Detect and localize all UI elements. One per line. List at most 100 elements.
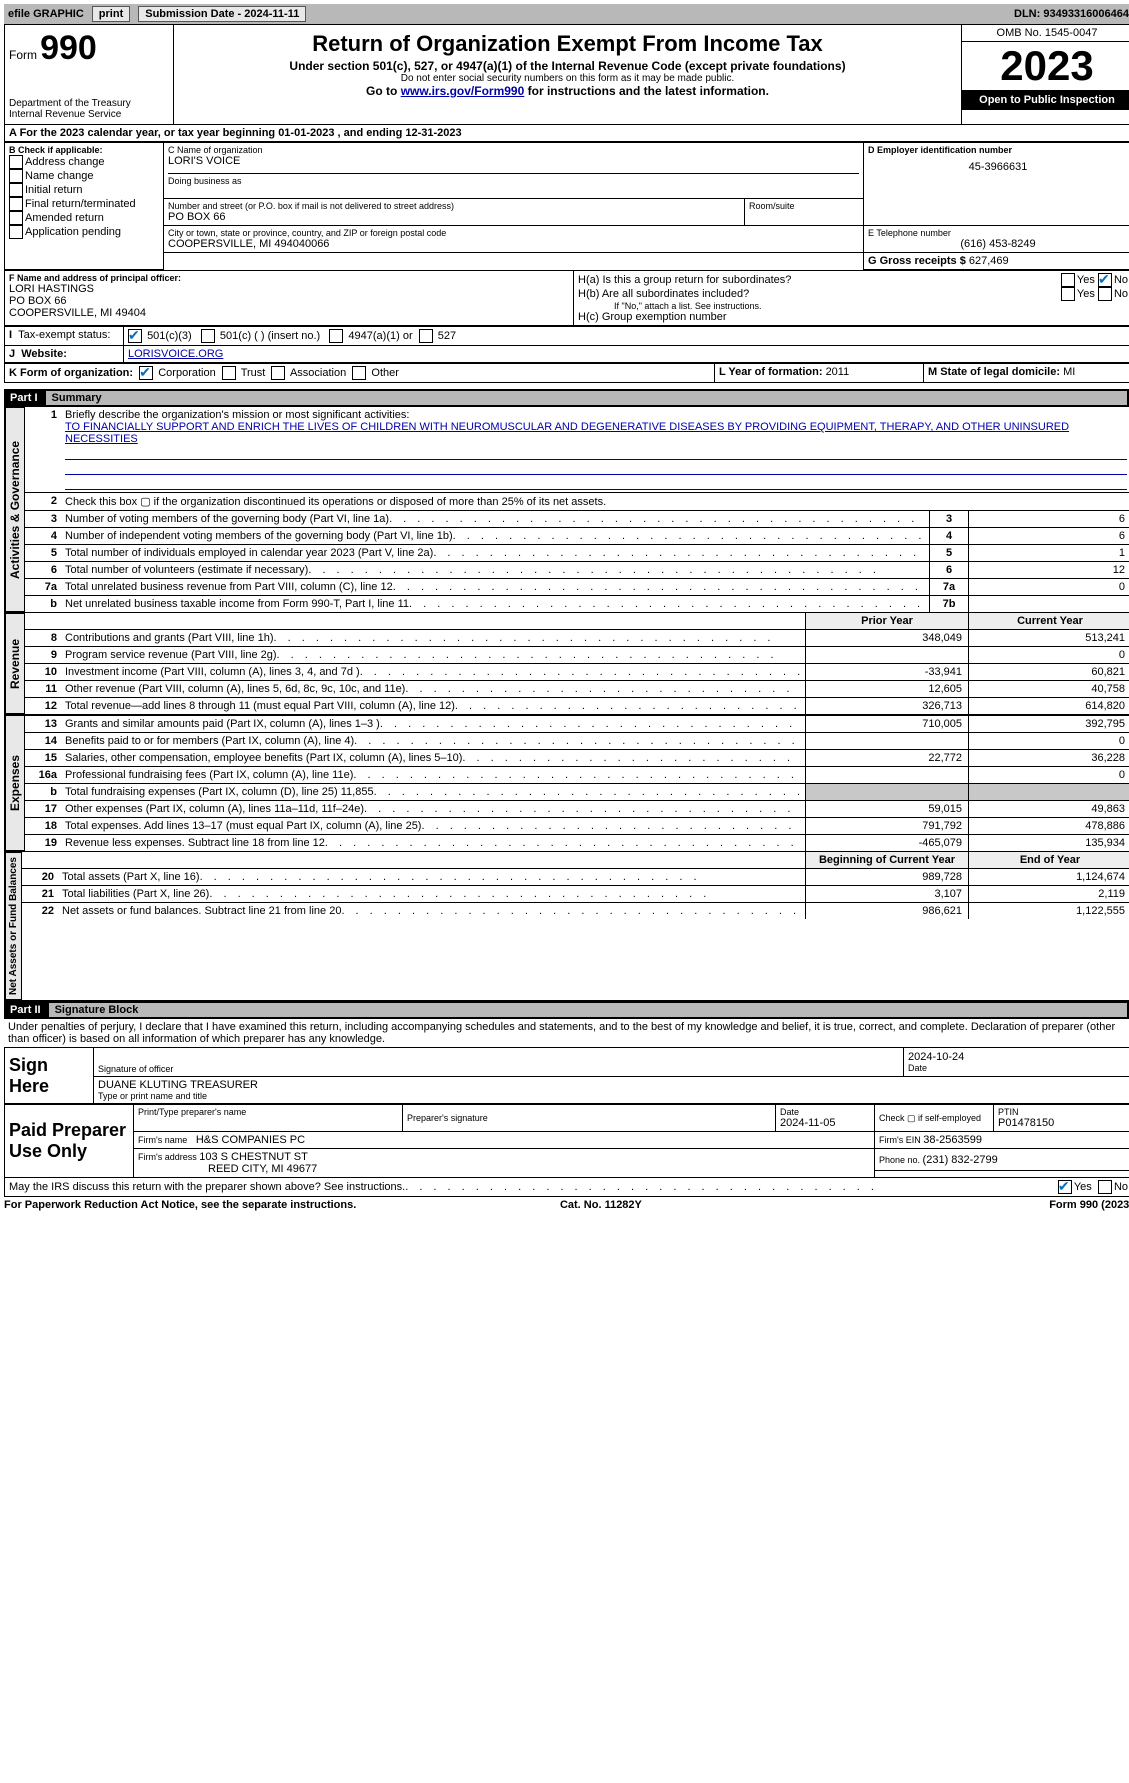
box-c-name-lbl: C Name of organization	[168, 145, 859, 155]
ein-value: 45-3966631	[868, 155, 1128, 179]
firm-phone: (231) 832-2799	[923, 1154, 998, 1166]
corp-label: Corporation	[158, 367, 215, 379]
prep-date-lbl: Date	[780, 1107, 870, 1117]
goto-pre: Go to	[366, 84, 401, 98]
name-change-checkbox[interactable]	[9, 169, 23, 183]
website-link[interactable]: LORISVOICE.ORG	[128, 348, 223, 360]
corp-checkbox[interactable]	[139, 366, 153, 380]
footer-left: For Paperwork Reduction Act Notice, see …	[4, 1199, 356, 1211]
initial-return-checkbox[interactable]	[9, 183, 23, 197]
phone-value: (616) 453-8249	[868, 238, 1128, 250]
officer-name: LORI HASTINGS	[9, 283, 569, 295]
street-lbl: Number and street (or P.O. box if mail i…	[168, 201, 740, 211]
line-a: A For the 2023 calendar year, or tax yea…	[4, 125, 1129, 142]
self-emp-lbl: Check ▢ if self-employed	[879, 1113, 989, 1124]
ssn-note: Do not enter social security numbers on …	[182, 73, 953, 84]
box-b-title: B Check if applicable:	[9, 145, 159, 155]
final-return-checkbox[interactable]	[9, 197, 23, 211]
firm-addr2: REED CITY, MI 49677	[138, 1163, 870, 1175]
trust-label: Trust	[241, 367, 266, 379]
box-j-lbl: Website:	[21, 348, 67, 360]
submission-date: Submission Date - 2024-11-11	[138, 6, 306, 22]
ha-yes-label: Yes	[1077, 274, 1095, 286]
info-block: B Check if applicable: Address change Na…	[4, 142, 1129, 270]
mission-text[interactable]: TO FINANCIALLY SUPPORT AND ENRICH THE LI…	[65, 421, 1069, 445]
part2-header: Part II Signature Block	[4, 1001, 1129, 1019]
tax-year: 2023	[962, 42, 1129, 90]
footer-right: Form 990 (2023)	[1049, 1199, 1129, 1211]
assoc-label: Association	[290, 367, 346, 379]
firm-name-lbl: Firm's name	[138, 1135, 190, 1145]
app-pending-label: Application pending	[25, 226, 121, 238]
org-form-block: K Form of organization: Corporation Trus…	[4, 363, 1129, 383]
print-button[interactable]: print	[92, 6, 130, 22]
prep-date: 2024-11-05	[780, 1117, 870, 1129]
preparer-sig-lbl: Preparer's signature	[407, 1113, 771, 1123]
paid-preparer-block: Paid Preparer Use Only Print/Type prepar…	[4, 1104, 1129, 1178]
ha-no-label: No	[1114, 274, 1128, 286]
box-d-lbl: D Employer identification number	[868, 145, 1128, 155]
firm-addr-lbl: Firm's address	[138, 1152, 199, 1162]
h-a-label: H(a) Is this a group return for subordin…	[578, 274, 1061, 286]
part1-title: Summary	[46, 391, 1127, 405]
firm-ein-lbl: Firm's EIN	[879, 1135, 923, 1145]
other-checkbox[interactable]	[352, 366, 366, 380]
ptin-value: P01478150	[998, 1117, 1128, 1129]
perjury-text: Under penalties of perjury, I declare th…	[4, 1019, 1129, 1047]
form-word: Form	[9, 48, 37, 62]
assoc-checkbox[interactable]	[271, 366, 285, 380]
discuss-no-label: No	[1114, 1181, 1128, 1193]
h-b-label: H(b) Are all subordinates included?	[578, 288, 1061, 300]
form-header: Form 990 Department of the Treasury Inte…	[4, 24, 1129, 125]
end-year-hdr: End of Year	[968, 852, 1129, 868]
amended-checkbox[interactable]	[9, 211, 23, 225]
paid-preparer-title: Paid Preparer Use Only	[5, 1105, 134, 1178]
box-g-lbl: G Gross receipts $	[868, 255, 966, 267]
officer-city: COOPERSVILLE, MI 49404	[9, 307, 569, 319]
box-k-lbl: K Form of organization:	[9, 367, 133, 379]
501c-label: 501(c) ( ) (insert no.)	[220, 330, 320, 342]
501c-checkbox[interactable]	[201, 329, 215, 343]
addr-change-checkbox[interactable]	[9, 155, 23, 169]
begin-year-hdr: Beginning of Current Year	[805, 852, 968, 868]
tab-expenses: Expenses	[5, 715, 25, 851]
tab-governance: Activities & Governance	[5, 407, 25, 612]
prior-year-hdr: Prior Year	[805, 613, 968, 629]
527-checkbox[interactable]	[419, 329, 433, 343]
tab-revenue: Revenue	[5, 613, 25, 714]
room-lbl: Room/suite	[749, 201, 859, 211]
hb-yes-checkbox[interactable]	[1061, 287, 1075, 301]
ha-no-checkbox[interactable]	[1098, 273, 1112, 287]
firm-name: H&S COMPANIES PC	[196, 1134, 305, 1146]
trust-checkbox[interactable]	[222, 366, 236, 380]
omb-number: OMB No. 1545-0047	[962, 25, 1129, 42]
discuss-no-checkbox[interactable]	[1098, 1180, 1112, 1194]
dba-lbl: Doing business as	[168, 173, 859, 186]
hb-yes-label: Yes	[1077, 288, 1095, 300]
tab-net-assets: Net Assets or Fund Balances	[5, 852, 22, 1000]
sig-officer-lbl: Signature of officer	[98, 1064, 899, 1074]
irs-label: Internal Revenue Service	[9, 109, 169, 120]
officer-printed: DUANE KLUTING TREASURER	[98, 1079, 1128, 1091]
discuss-yes-checkbox[interactable]	[1058, 1180, 1072, 1194]
part1-header: Part I Summary	[4, 389, 1129, 407]
app-pending-checkbox[interactable]	[9, 225, 23, 239]
top-bar: efile GRAPHIC print Submission Date - 20…	[4, 4, 1129, 24]
4947-checkbox[interactable]	[329, 329, 343, 343]
box-e-lbl: E Telephone number	[868, 228, 1128, 238]
ha-yes-checkbox[interactable]	[1061, 273, 1075, 287]
part2-num: Part II	[10, 1004, 49, 1016]
hb-no-checkbox[interactable]	[1098, 287, 1112, 301]
goto-post: for instructions and the latest informat…	[524, 84, 769, 98]
sign-here: Sign Here	[5, 1048, 94, 1104]
form-subtitle: Under section 501(c), 527, or 4947(a)(1)…	[182, 59, 953, 73]
type-name-lbl: Type or print name and title	[98, 1091, 1128, 1101]
line2-text: Check this box ▢ if the organization dis…	[61, 493, 1129, 510]
527-label: 527	[438, 330, 456, 342]
preparer-name-lbl: Print/Type preparer's name	[138, 1107, 398, 1117]
501c3-checkbox[interactable]	[128, 329, 142, 343]
box-i-lbl: Tax-exempt status:	[18, 329, 110, 341]
gross-receipts: 627,469	[969, 255, 1009, 267]
box-m-lbl: M State of legal domicile:	[928, 366, 1063, 378]
irs-link[interactable]: www.irs.gov/Form990	[401, 84, 525, 98]
